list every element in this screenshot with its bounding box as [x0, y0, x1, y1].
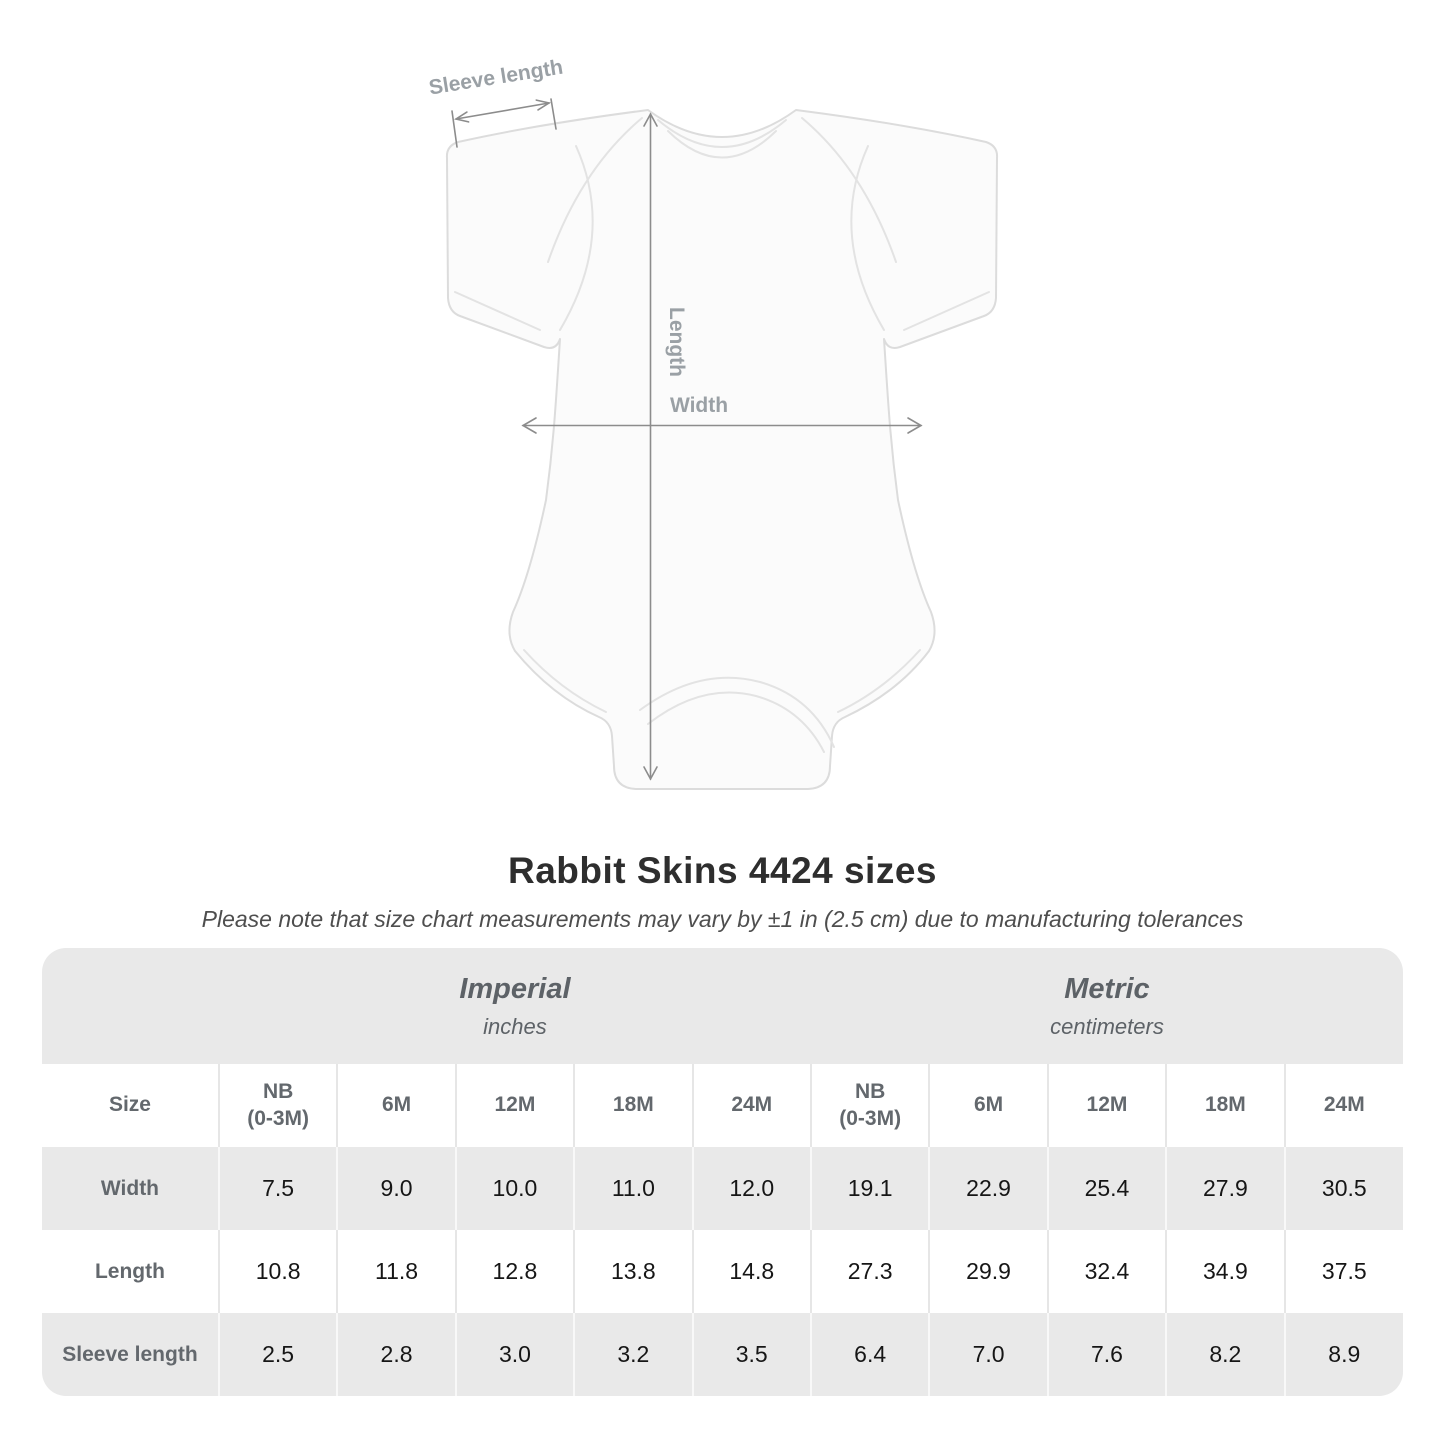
size-header-metric-nb: NB (0-3M) — [809, 1064, 930, 1147]
table-cell: 8.9 — [1283, 1313, 1403, 1396]
size-corner-header: Size — [42, 1064, 219, 1147]
sleeve-length-row: Sleeve length 2.5 2.8 3.0 3.2 3.5 6.4 7.… — [42, 1313, 1403, 1396]
metric-header: Metric — [1064, 972, 1150, 1005]
bodysuit-diagram-svg: Sleeve length Length Width — [427, 56, 999, 790]
table-cell: 13.8 — [573, 1230, 693, 1313]
table-cell: 3.0 — [454, 1313, 575, 1396]
band-corner-cell — [42, 948, 219, 1064]
sleeve-length-label: Sleeve length — [427, 56, 564, 100]
table-cell: 3.2 — [573, 1313, 693, 1396]
bodysuit-illustration — [445, 109, 999, 790]
table-cell: 30.5 — [1283, 1147, 1403, 1230]
imperial-band-cell: Imperial inches — [218, 948, 811, 1064]
table-cell: 7.5 — [217, 1147, 338, 1230]
table-cell: 19.1 — [809, 1147, 930, 1230]
width-row: Width 7.5 9.0 10.0 11.0 12.0 19.1 22.9 2… — [42, 1147, 1403, 1230]
size-header-imperial-nb: NB (0-3M) — [217, 1064, 338, 1147]
table-cell: 7.0 — [928, 1313, 1048, 1396]
table-cell: 12.8 — [454, 1230, 575, 1313]
table-cell: 37.5 — [1283, 1230, 1403, 1313]
table-cell: 7.6 — [1046, 1313, 1167, 1396]
table-cell: 10.8 — [217, 1230, 338, 1313]
garment-seams — [454, 117, 990, 753]
table-cell: 11.0 — [573, 1147, 693, 1230]
table-cell: 10.0 — [454, 1147, 575, 1230]
size-diagram: Sleeve length Length Width — [427, 56, 999, 790]
table-cell: 12.0 — [691, 1147, 811, 1230]
width-arrow — [521, 417, 923, 434]
width-label: Width — [670, 394, 728, 417]
table-cell: 22.9 — [928, 1147, 1048, 1230]
table-cell: 9.0 — [336, 1147, 456, 1230]
table-cell: 32.4 — [1046, 1230, 1167, 1313]
table-cell: 14.8 — [691, 1230, 811, 1313]
length-label: Length — [665, 307, 688, 377]
size-header-metric-6m: 6M — [928, 1064, 1048, 1147]
table-cell: 2.5 — [217, 1313, 338, 1396]
imperial-units: inches — [483, 1013, 547, 1039]
sleeve-length-arrow — [451, 98, 557, 148]
table-cell: 6.4 — [809, 1313, 930, 1396]
table-cell: 34.9 — [1165, 1230, 1285, 1313]
tolerance-note: Please note that size chart measurements… — [201, 906, 1244, 932]
size-header-imperial-24m: 24M — [691, 1064, 811, 1147]
size-header-metric-24m: 24M — [1283, 1064, 1403, 1147]
size-chart-table: Imperial inches Metric centimeters Size … — [42, 948, 1403, 1396]
row-label-width: Width — [42, 1147, 219, 1230]
length-row: Length 10.8 11.8 12.8 13.8 14.8 27.3 29.… — [42, 1230, 1403, 1313]
length-arrow — [643, 112, 658, 781]
table-cell: 29.9 — [928, 1230, 1048, 1313]
metric-band-cell: Metric centimeters — [810, 948, 1403, 1064]
table-cell: 3.5 — [691, 1313, 811, 1396]
size-header-imperial-6m: 6M — [336, 1064, 456, 1147]
imperial-header: Imperial — [459, 972, 571, 1005]
size-header-metric-18m: 18M — [1165, 1064, 1285, 1147]
table-cell: 27.3 — [809, 1230, 930, 1313]
table-cell: 2.8 — [336, 1313, 456, 1396]
unit-system-band: Imperial inches Metric centimeters — [42, 948, 1403, 1064]
page-title: Rabbit Skins 4424 sizes — [508, 850, 937, 891]
size-header-imperial-18m: 18M — [573, 1064, 693, 1147]
row-label-sleeve-length: Sleeve length — [42, 1313, 219, 1396]
table-cell: 8.2 — [1165, 1313, 1285, 1396]
table-cell: 25.4 — [1046, 1147, 1167, 1230]
size-header-row: Size NB (0-3M) 6M 12M 18M 24M NB (0-3M) … — [42, 1064, 1403, 1147]
size-header-metric-12m: 12M — [1046, 1064, 1167, 1147]
table-cell: 27.9 — [1165, 1147, 1285, 1230]
size-table-container: Imperial inches Metric centimeters Size … — [42, 948, 1403, 1396]
heading-block: Rabbit Skins 4424 sizes Please note that… — [0, 850, 1445, 933]
row-label-length: Length — [42, 1230, 219, 1313]
metric-units: centimeters — [1050, 1013, 1164, 1039]
size-header-imperial-12m: 12M — [454, 1064, 575, 1147]
table-cell: 11.8 — [336, 1230, 456, 1313]
